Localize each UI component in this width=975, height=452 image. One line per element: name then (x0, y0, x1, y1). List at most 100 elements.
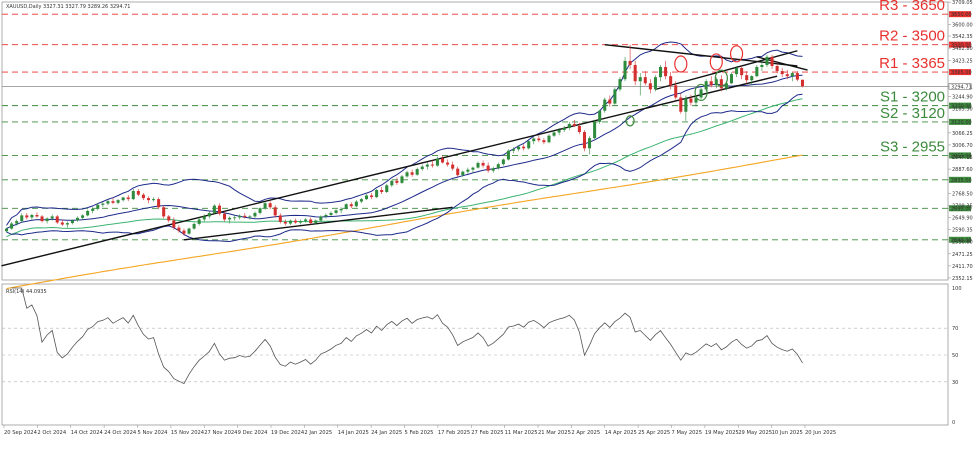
candle-body (400, 176, 404, 183)
candle-body (380, 189, 384, 193)
rsi-line (11, 287, 803, 385)
x-tick-label: 17 Feb 2025 (438, 430, 470, 436)
x-tick-label: 20 Sep 2024 (4, 430, 38, 436)
candle-body (86, 210, 90, 216)
x-tick-label: 15 Nov 2024 (171, 430, 205, 436)
candle-body (425, 164, 429, 167)
candle-body (481, 162, 485, 166)
candle-body (228, 217, 232, 220)
candle-body (304, 219, 308, 222)
candle-body (116, 200, 120, 203)
candle-body (146, 198, 151, 201)
candle-body (511, 149, 516, 151)
x-tick-label: 20 Jun 2025 (805, 430, 836, 436)
candle-body (253, 212, 257, 217)
rsi-panel (1, 283, 949, 426)
candle-body (669, 76, 673, 86)
level-price-tag-0 (949, 11, 971, 18)
candle-body (233, 217, 237, 219)
level-price-tag-text-4: 3120.00 (951, 120, 972, 126)
candle-body (653, 77, 657, 90)
candle-body (136, 191, 140, 195)
level-price-tag-text-5: 2955.00 (951, 153, 972, 159)
level-price-tag-text-2: 3365.00 (951, 70, 972, 76)
x-tick-label: 29 May 2025 (738, 430, 772, 436)
candle-body (121, 197, 125, 201)
support-touch-circle (714, 69, 728, 87)
candle-body (582, 132, 586, 149)
candle-body (20, 215, 24, 222)
candle-body (420, 166, 424, 170)
candle-body (334, 210, 338, 213)
x-tick-label: 9 Dec 2024 (238, 430, 269, 436)
x-tick-label: 14 Oct 2024 (71, 430, 104, 436)
y-tick-label: 2947.15 (952, 155, 973, 161)
y-tick-label: 3423.25 (952, 58, 973, 64)
y-tick-label: 3600.00 (952, 22, 973, 28)
y-tick-label: 3482.80 (952, 46, 973, 52)
candle-body (598, 110, 602, 122)
candle-body (608, 99, 612, 104)
candle-body (451, 164, 455, 169)
x-tick-label: 5 Nov 2024 (138, 430, 169, 436)
resistance-touch-circle (709, 53, 723, 71)
candle-body (157, 199, 161, 208)
candle-body (370, 195, 374, 198)
level-price-tag-text-6: 2835.00 (951, 178, 972, 184)
candle-body (238, 215, 242, 218)
candle-body (390, 180, 394, 186)
candle-body (172, 220, 176, 228)
candle-body (522, 146, 526, 149)
candle-body (299, 221, 303, 223)
level-label-0: R3 - 3650 (879, 0, 945, 14)
level-label-2: R1 - 3365 (879, 55, 945, 72)
y-tick-label: 2590.35 (952, 228, 973, 234)
y-tick-label: 2709.35 (952, 203, 973, 209)
candle-body (750, 76, 754, 81)
level-price-tag-text-0: 3650.00 (951, 12, 972, 18)
candle-body (800, 79, 804, 87)
candle-body (167, 216, 171, 221)
candle-body (248, 216, 252, 218)
candle-body (491, 168, 495, 171)
candle-body (724, 83, 728, 89)
y-tick-label: 3709.05 (952, 0, 973, 6)
level-label-3: S1 - 3200 (880, 89, 945, 106)
last-price-tag-text: 3294.71 (951, 84, 972, 90)
candle-body (141, 194, 145, 199)
y-tick-label: 2768.50 (952, 191, 973, 197)
level-label-5: S3 - 2955 (880, 138, 945, 155)
candle-body (344, 204, 348, 209)
moving-average-100 (6, 98, 803, 238)
candle-body (740, 68, 744, 76)
candle-body (704, 81, 708, 90)
y-tick-label: 3542.35 (952, 34, 973, 40)
bollinger-upper (6, 41, 803, 226)
candle-body (446, 162, 450, 165)
rsi-tick-label: 100 (952, 286, 962, 292)
candle-body (111, 201, 115, 203)
level-price-tag-text-1: 3500.00 (951, 43, 972, 49)
candle-body (187, 228, 191, 234)
support-touch-circle (694, 83, 708, 102)
candle-body (486, 165, 490, 171)
candle-body (273, 207, 277, 216)
y-tick-label: 2649.90 (952, 215, 973, 221)
candle-body (243, 215, 247, 218)
resistance-touch-circle (729, 45, 744, 63)
candle-body (410, 172, 414, 175)
candle-body (501, 159, 505, 165)
downtrend-line-top (604, 43, 798, 67)
y-tick-label: 2411.70 (952, 264, 973, 270)
y-tick-label: 2352.15 (952, 276, 973, 282)
candle-body (537, 138, 541, 141)
x-tick-label: 2 Apr 2025 (571, 430, 600, 436)
candle-body (263, 203, 267, 209)
x-tick-label: 24 Oct 2024 (104, 430, 137, 436)
candle-body (517, 146, 521, 150)
x-tick-label: 11 Mar 2025 (505, 430, 538, 436)
candle-body (283, 221, 287, 224)
candle-body (223, 213, 227, 220)
candle-body (562, 127, 566, 131)
